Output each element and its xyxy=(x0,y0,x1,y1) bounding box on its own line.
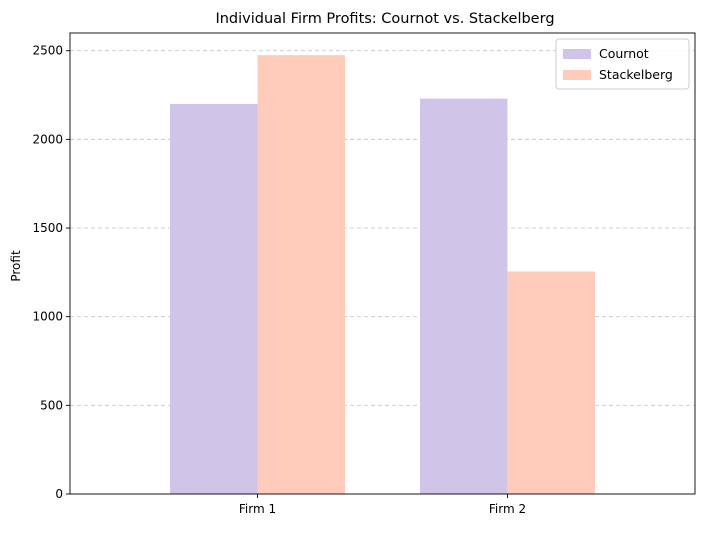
axes: 0 500 1000 1500 2000 2500 Firm 1 Firm 2 xyxy=(32,32,696,516)
bar-stackelberg-firm-1 xyxy=(257,55,345,495)
legend-swatch-stackelberg xyxy=(563,70,591,80)
y-tick-label: 1500 xyxy=(32,221,63,235)
x-tick-label: Firm 2 xyxy=(489,502,526,516)
legend-swatch-cournot xyxy=(563,49,591,59)
bar-cournot-firm-2 xyxy=(420,98,508,494)
bar-stackelberg-firm-2 xyxy=(507,271,595,494)
y-tick-label: 0 xyxy=(55,487,63,501)
y-tick-label: 2000 xyxy=(32,132,63,146)
x-tick-label: Firm 1 xyxy=(239,502,276,516)
legend-label-cournot: Cournot xyxy=(599,46,649,61)
bar-cournot-firm-1 xyxy=(170,103,258,494)
y-tick-label: 500 xyxy=(40,398,63,412)
y-tick-label: 2500 xyxy=(32,44,63,58)
gridlines xyxy=(70,50,695,495)
bars xyxy=(170,55,595,495)
chart-title: Individual Firm Profits: Cournot vs. Sta… xyxy=(215,11,554,27)
plot-frame xyxy=(69,32,696,495)
legend-label-stackelberg: Stackelberg xyxy=(599,67,673,82)
legend: Cournot Stackelberg xyxy=(555,38,690,90)
y-axis-label: Profit xyxy=(9,250,23,282)
y-tick-label: 1000 xyxy=(32,310,63,324)
